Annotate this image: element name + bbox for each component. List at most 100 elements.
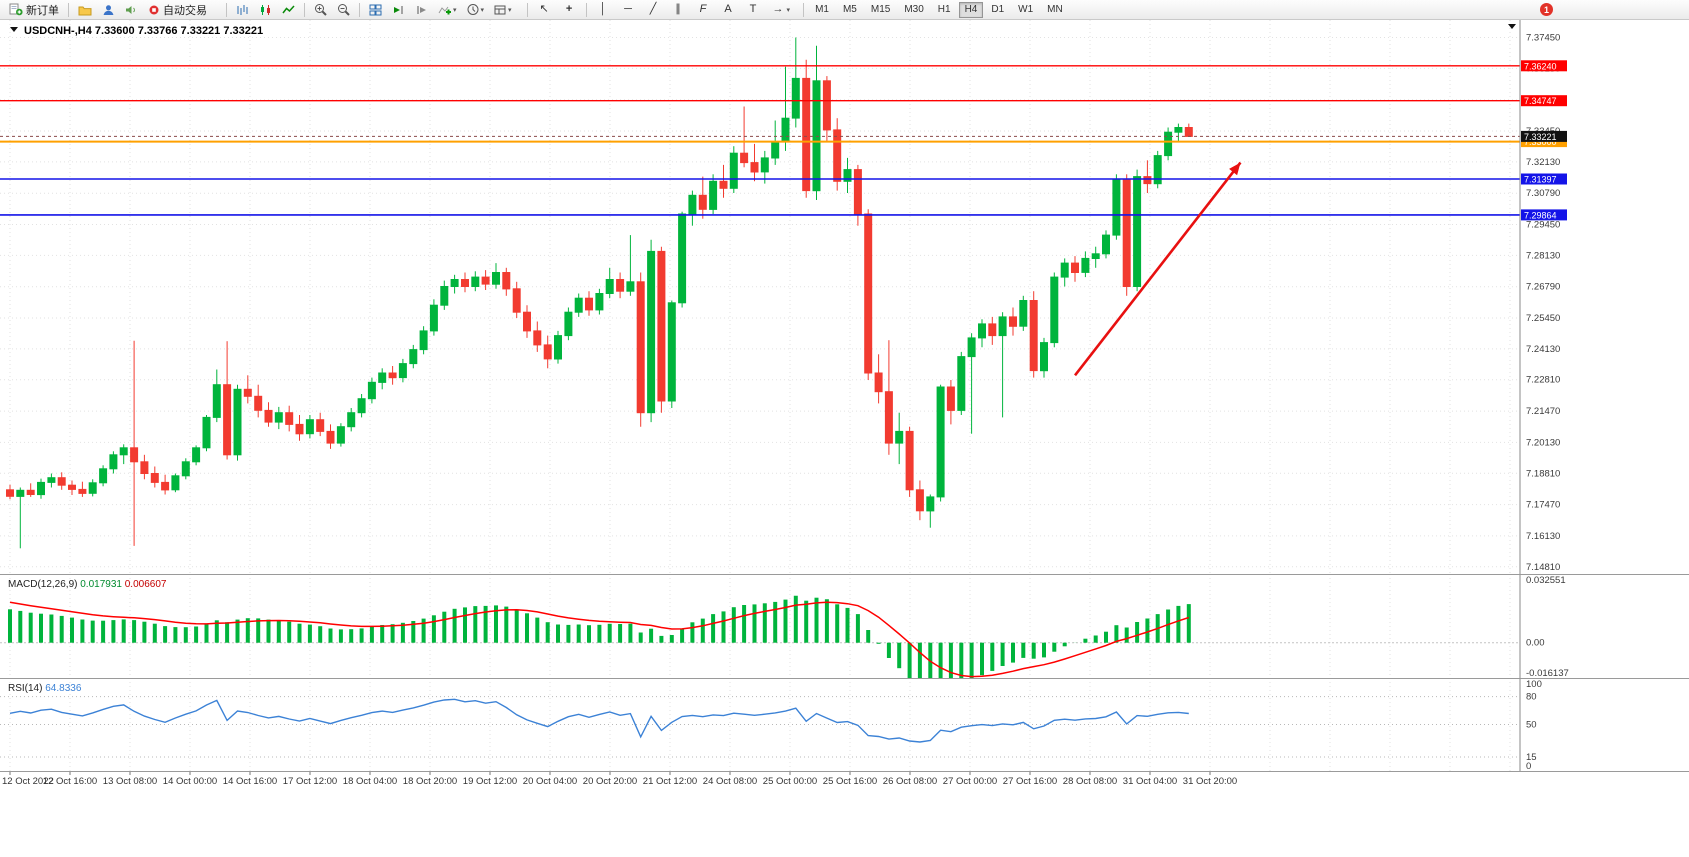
macd-indicator-panel[interactable]: 0.032551 0.00 -0.016137 MACD(12,26,9) 0.017… <box>0 574 1689 678</box>
svg-text:-0.016137: -0.016137 <box>1526 668 1569 678</box>
timeframe-d1-button[interactable]: D1 <box>985 2 1010 18</box>
candlestick-mode-button[interactable] <box>254 1 277 18</box>
separator <box>526 2 528 17</box>
label-icon: T <box>749 3 757 15</box>
svg-text:100: 100 <box>1526 679 1542 690</box>
news-sound-button[interactable] <box>120 1 143 18</box>
timeframe-m1-button[interactable]: M1 <box>809 2 835 18</box>
separator <box>226 2 227 17</box>
arrows-tool-button[interactable]: → ▾ <box>766 1 796 18</box>
svg-text:14 Oct 00:00: 14 Oct 00:00 <box>163 776 217 787</box>
zoom-out-button[interactable] <box>332 1 355 18</box>
channel-tool-button[interactable]: ∥ <box>666 1 691 18</box>
line-chart-icon <box>282 4 295 16</box>
autotrading-label: 自动交易 <box>163 4 207 17</box>
svg-text:7.24130: 7.24130 <box>1526 344 1560 355</box>
chart-shift-button[interactable] <box>410 1 433 18</box>
timeframe-m30-button[interactable]: M30 <box>898 2 929 18</box>
svg-text:28 Oct 08:00: 28 Oct 08:00 <box>1063 776 1117 787</box>
svg-text:7.26790: 7.26790 <box>1526 282 1560 293</box>
main-toolbar: 新订单 自动交易 <box>0 0 1689 20</box>
timeframe-mn-button[interactable]: MN <box>1041 2 1069 18</box>
fibonacci-icon: F <box>699 3 707 15</box>
svg-text:27 Oct 00:00: 27 Oct 00:00 <box>943 776 997 787</box>
timeframe-h4-button[interactable]: H4 <box>958 1 984 18</box>
svg-text:25 Oct 16:00: 25 Oct 16:00 <box>823 776 877 787</box>
svg-text:25 Oct 00:00: 25 Oct 00:00 <box>763 776 817 787</box>
svg-text:7.21470: 7.21470 <box>1526 406 1560 417</box>
bars-icon <box>236 4 249 16</box>
arrows-caret-icon: ▾ <box>786 6 791 14</box>
svg-text:7.32130: 7.32130 <box>1526 157 1560 168</box>
auto-scroll-button[interactable] <box>387 1 410 18</box>
horizontal-line-tool-button[interactable]: ─ <box>616 1 641 18</box>
svg-text:7.33000: 7.33000 <box>1524 137 1557 147</box>
svg-text:7.17470: 7.17470 <box>1526 500 1560 511</box>
templates-caret-icon: ▾ <box>508 6 512 14</box>
autotrading-button[interactable]: 自动交易 <box>143 1 212 18</box>
svg-text:27 Oct 16:00: 27 Oct 16:00 <box>1003 776 1057 787</box>
channel-icon: ∥ <box>675 3 681 15</box>
price-chart-panel[interactable]: 7.374507.361307.347907.334507.321307.307… <box>0 20 1689 574</box>
notification-badge[interactable]: 1 <box>1540 3 1553 16</box>
community-button[interactable] <box>97 1 120 18</box>
label-tool-button[interactable]: T <box>741 1 766 18</box>
zoom-in-icon <box>314 3 327 16</box>
svg-text:24 Oct 08:00: 24 Oct 08:00 <box>703 776 757 787</box>
svg-text:7.33221: 7.33221 <box>1524 132 1557 142</box>
zoom-in-button[interactable] <box>309 1 332 18</box>
svg-text:50: 50 <box>1526 720 1537 731</box>
timeframe-m15-button[interactable]: M15 <box>865 2 896 18</box>
svg-text:7.14810: 7.14810 <box>1526 562 1560 573</box>
svg-text:7.37450: 7.37450 <box>1526 33 1560 44</box>
timeframe-w1-button[interactable]: W1 <box>1012 2 1039 18</box>
new-order-icon <box>9 3 23 16</box>
svg-text:18 Oct 20:00: 18 Oct 20:00 <box>403 776 457 787</box>
rsi-indicator-panel[interactable]: 100 80 50 150 RSI(14) 64.8336 <box>0 678 1689 771</box>
cursor-icon: ↖ <box>539 3 549 15</box>
separator <box>585 2 587 17</box>
chart-shift-icon <box>415 4 428 16</box>
crosshair-tool-button[interactable]: + <box>557 1 582 18</box>
svg-text:13 Oct 08:00: 13 Oct 08:00 <box>103 776 157 787</box>
horizontal-line-icon: ─ <box>624 3 632 15</box>
fibonacci-tool-button[interactable]: F <box>691 1 716 18</box>
cursor-tool-button[interactable]: ↖ <box>532 1 557 18</box>
svg-text:7.25450: 7.25450 <box>1526 313 1560 324</box>
svg-text:7.28130: 7.28130 <box>1526 250 1560 261</box>
templates-button[interactable]: ▾ <box>489 1 517 18</box>
vertical-line-tool-button[interactable]: │ <box>591 1 616 18</box>
text-tool-button[interactable]: A <box>716 1 741 18</box>
bar-chart-mode-button[interactable] <box>231 1 254 18</box>
svg-text:0.00: 0.00 <box>1526 638 1545 649</box>
svg-text:31 Oct 04:00: 31 Oct 04:00 <box>1123 776 1177 787</box>
svg-text:7.30790: 7.30790 <box>1526 188 1560 199</box>
svg-text:12 Oct 16:00: 12 Oct 16:00 <box>43 776 97 787</box>
indicators-button[interactable]: ▾ <box>433 1 462 18</box>
new-order-button[interactable]: 新订单 <box>4 1 64 18</box>
text-icon: A <box>724 3 732 15</box>
autotrading-status-icon <box>148 4 160 16</box>
svg-text:7.29450: 7.29450 <box>1526 220 1560 231</box>
person-icon <box>102 4 115 16</box>
svg-text:80: 80 <box>1526 692 1537 703</box>
tile-windows-button[interactable] <box>364 1 387 18</box>
line-chart-mode-button[interactable] <box>277 1 300 18</box>
svg-text:7.18810: 7.18810 <box>1526 468 1560 479</box>
candles-icon <box>259 4 272 16</box>
profiles-button[interactable] <box>73 1 97 18</box>
periods-button[interactable]: ▾ <box>462 1 490 18</box>
folder-icon <box>78 4 92 16</box>
chart-window: 7.374507.361307.347907.334507.321307.307… <box>0 20 1689 789</box>
trendline-tool-button[interactable]: ╱ <box>641 1 666 18</box>
timeframe-h1-button[interactable]: H1 <box>932 2 957 18</box>
svg-text:7.22810: 7.22810 <box>1526 375 1560 386</box>
svg-text:MACD(12,26,9) 0.017931 0.00660: MACD(12,26,9) 0.017931 0.006607 <box>8 579 167 590</box>
separator <box>803 2 805 17</box>
speaker-icon <box>125 4 138 16</box>
tile-windows-icon <box>369 4 382 16</box>
timeframe-m5-button[interactable]: M5 <box>837 2 863 18</box>
svg-text:20 Oct 04:00: 20 Oct 04:00 <box>523 776 577 787</box>
svg-text:0.032551: 0.032551 <box>1526 575 1566 586</box>
